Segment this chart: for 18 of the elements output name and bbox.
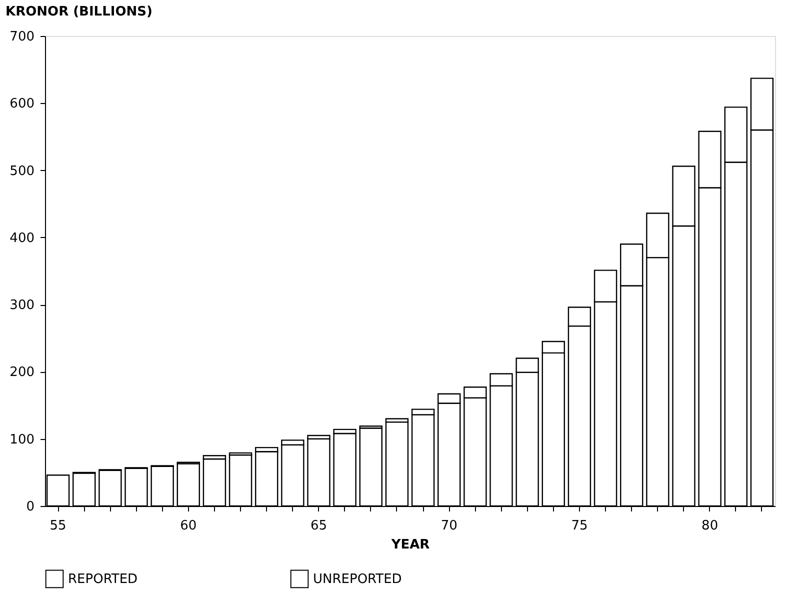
x-tick-label: 60 — [180, 518, 197, 534]
x-tick-label: 75 — [571, 518, 588, 534]
y-tick-label: 500 — [10, 164, 34, 179]
x-tick-label: 80 — [702, 518, 718, 534]
x-axis-title: YEAR — [390, 538, 430, 552]
x-tick-label: 55 — [50, 518, 66, 534]
y-tick-label: 700 — [10, 30, 34, 44]
legend-label: REPORTED — [68, 572, 138, 587]
y-axis-title: KRONOR (BILLIONS) — [6, 4, 152, 20]
legend-label: UNREPORTED — [313, 572, 402, 587]
y-tick-label: 600 — [10, 96, 34, 112]
y-tick-label: 300 — [10, 298, 34, 314]
y-tick-label: 200 — [10, 365, 34, 380]
x-tick-label: 65 — [310, 518, 328, 534]
y-tick-label: 100 — [10, 432, 34, 448]
y-tick-label: 0 — [26, 500, 34, 514]
y-tick-label: 400 — [10, 230, 34, 246]
x-tick-label: 70 — [440, 518, 458, 534]
